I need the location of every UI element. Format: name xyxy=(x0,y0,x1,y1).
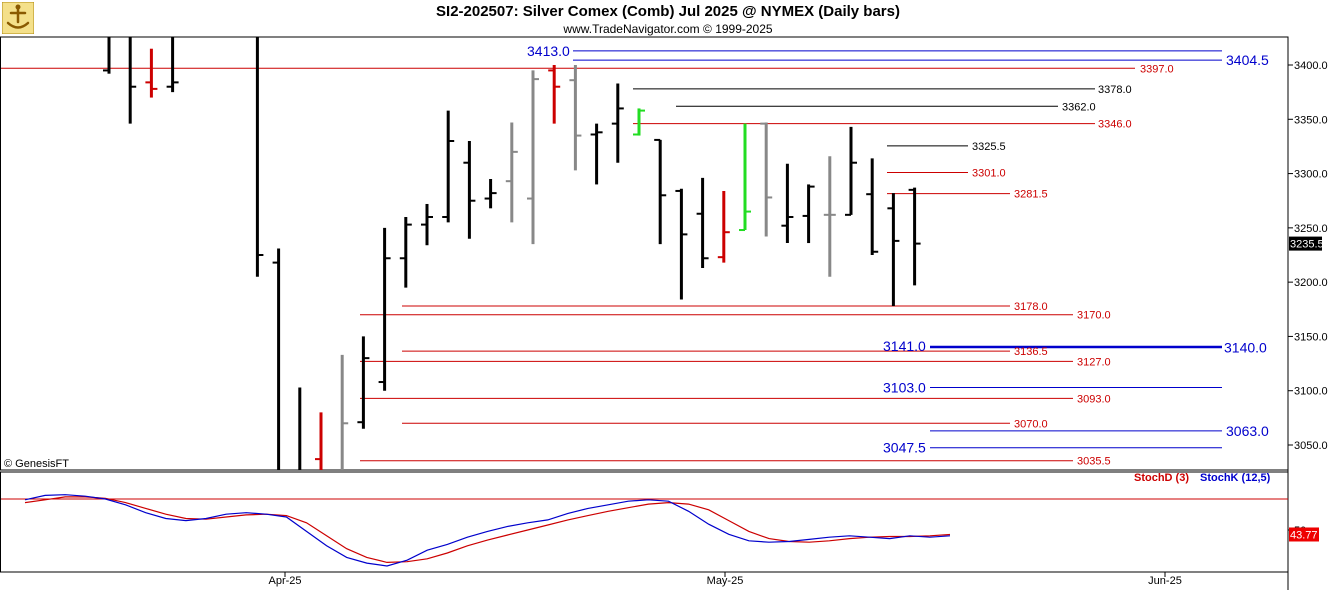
stoch-line xyxy=(24,496,951,564)
osc-last-marker xyxy=(1289,527,1319,542)
y-tick-label: 3100.0 xyxy=(1294,386,1328,398)
legend-stochd: StochD (3) xyxy=(1134,472,1189,484)
level-label: 3170.0 xyxy=(1077,310,1111,322)
level-label: 3136.5 xyxy=(1014,346,1048,358)
oscillator-panel-frame xyxy=(0,471,1289,573)
level-label: 3141.0 xyxy=(883,338,926,354)
level-label: 3127.0 xyxy=(1077,356,1111,368)
level-label: 3397.0 xyxy=(1140,63,1174,75)
level-label: 3378.0 xyxy=(1098,84,1132,96)
logo-icon xyxy=(2,2,34,34)
level-label: 3035.5 xyxy=(1077,456,1111,468)
level-label: 3140.0 xyxy=(1224,339,1267,355)
y-tick-label: 3400.0 xyxy=(1294,60,1328,72)
y-tick-label: 3050.0 xyxy=(1294,440,1328,452)
level-label: 3346.0 xyxy=(1098,119,1132,131)
level-label: 3063.0 xyxy=(1226,423,1269,439)
y-tick-label: 3150.0 xyxy=(1294,331,1328,343)
chart-subtitle: www.TradeNavigator.com © 1999-2025 xyxy=(563,22,773,36)
copyright-text: © GenesisFT xyxy=(4,458,69,470)
y-tick-label: 3350.0 xyxy=(1294,114,1328,126)
price-plot-area xyxy=(1,37,1222,470)
level-label: 3070.0 xyxy=(1014,418,1048,430)
level-label: 3413.0 xyxy=(527,43,570,59)
last-price-label: 3235.5 xyxy=(1290,239,1324,251)
legend-stochk: StochK (12,5) xyxy=(1200,472,1271,484)
osc-last-label: 43.77 xyxy=(1290,529,1318,541)
level-label: 3178.0 xyxy=(1014,301,1048,313)
level-label: 3281.5 xyxy=(1014,189,1048,201)
y-tick-label: 3200.0 xyxy=(1294,277,1328,289)
level-label: 3362.0 xyxy=(1062,101,1096,113)
last-price-marker xyxy=(1289,236,1322,251)
level-label: 3103.0 xyxy=(883,379,926,395)
stoch-line xyxy=(24,494,951,567)
y-tick-label: 3300.0 xyxy=(1294,169,1328,181)
x-tick-label: Jun-25 xyxy=(1148,575,1182,587)
level-label: 3093.0 xyxy=(1077,393,1111,405)
level-label: 3047.5 xyxy=(883,440,926,456)
level-label: 3404.5 xyxy=(1226,52,1269,68)
chart-title: SI2-202507: Silver Comex (Comb) Jul 2025… xyxy=(436,3,900,20)
level-label: 3301.0 xyxy=(972,167,1006,179)
y-tick-label: 3250.0 xyxy=(1294,223,1328,235)
x-tick-label: May-25 xyxy=(707,575,744,587)
level-label: 3325.5 xyxy=(972,141,1006,153)
x-tick-label: Apr-25 xyxy=(268,575,301,587)
